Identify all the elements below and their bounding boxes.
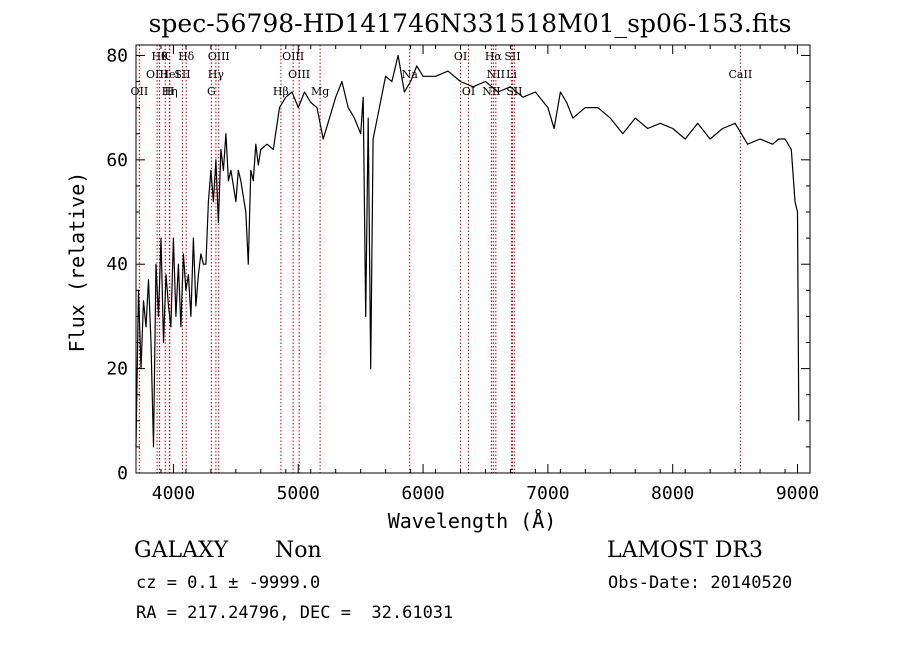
spectral-line-label: OIII bbox=[282, 50, 304, 63]
spectrum-trace bbox=[135, 54, 800, 448]
spectral-line-label: SII bbox=[506, 85, 522, 98]
spectral-line-markers bbox=[138, 45, 741, 473]
y-tick-label: 20 bbox=[106, 359, 128, 380]
x-tick-label: 4000 bbox=[152, 483, 195, 504]
y-tick-label: 40 bbox=[106, 254, 128, 275]
spectrum-chart: spec-56798-HD141746N331518M01_sp06-153.f… bbox=[65, 9, 819, 533]
spectral-line-label: OIII bbox=[208, 50, 230, 63]
spectral-line-label: G bbox=[207, 85, 216, 98]
spectral-line-label: Hη bbox=[162, 85, 178, 98]
plot-frame bbox=[135, 44, 811, 474]
chart-title: spec-56798-HD141746N331518M01_sp06-153.f… bbox=[149, 9, 792, 38]
spectral-line-label: OI bbox=[454, 50, 467, 63]
spectral-line-label: CaII bbox=[729, 68, 753, 81]
x-tick-label: 6000 bbox=[401, 483, 444, 504]
spectral-line-label: Hδ bbox=[178, 50, 195, 63]
survey-name: LAMOST DR3 bbox=[607, 538, 763, 563]
spectral-line-label: Hβ bbox=[273, 85, 289, 98]
spectral-line-label: Hγ bbox=[208, 68, 225, 81]
spectral-line-label: OI bbox=[462, 85, 475, 98]
x-tick-label: 8000 bbox=[651, 483, 694, 504]
x-axis: 4000 5000 6000 7000 8000 9000 bbox=[135, 45, 819, 504]
spectral-line-label: Mg bbox=[311, 85, 329, 98]
spectral-line-label: HeI bbox=[159, 68, 179, 81]
x-axis-label: Wavelength (Å) bbox=[388, 509, 557, 533]
spectral-line-label: NII bbox=[482, 85, 500, 98]
spectral-line-label: SII bbox=[504, 50, 520, 63]
spectral-line-label: OIII bbox=[288, 68, 310, 81]
spectral-line-label: OII bbox=[131, 85, 149, 98]
spectral-line-label: SII bbox=[174, 68, 190, 81]
x-tick-label: 7000 bbox=[526, 483, 569, 504]
spectral-line-label: H bbox=[165, 85, 175, 98]
coordinates: RA = 217.24796, DEC = 32.61031 bbox=[136, 603, 454, 623]
object-class: GALAXY bbox=[134, 538, 229, 563]
spectral-line-label: Hα bbox=[485, 50, 503, 63]
y-tick-label: 60 bbox=[106, 150, 128, 171]
spectrum-line bbox=[135, 54, 800, 448]
spectral-line-label: Li bbox=[506, 68, 517, 81]
obs-date: Obs-Date: 20140520 bbox=[608, 573, 793, 593]
y-axis: 0 20 40 60 80 bbox=[106, 45, 810, 484]
x-tick-label: 9000 bbox=[776, 483, 819, 504]
spectral-line-label: K bbox=[161, 50, 170, 63]
y-tick-label: 80 bbox=[106, 45, 128, 66]
y-axis-label: Flux (relative) bbox=[65, 172, 89, 353]
spectral-line-label: NII bbox=[487, 68, 505, 81]
spectral-line-label: OIII bbox=[146, 68, 168, 81]
x-tick-label: 5000 bbox=[277, 483, 320, 504]
spectral-line-label: Hθ bbox=[151, 50, 168, 63]
object-subclass: Non bbox=[275, 538, 322, 563]
y-tick-label: 0 bbox=[117, 463, 128, 484]
redshift-line: cz = 0.1 ± -9999.0 bbox=[136, 573, 321, 593]
